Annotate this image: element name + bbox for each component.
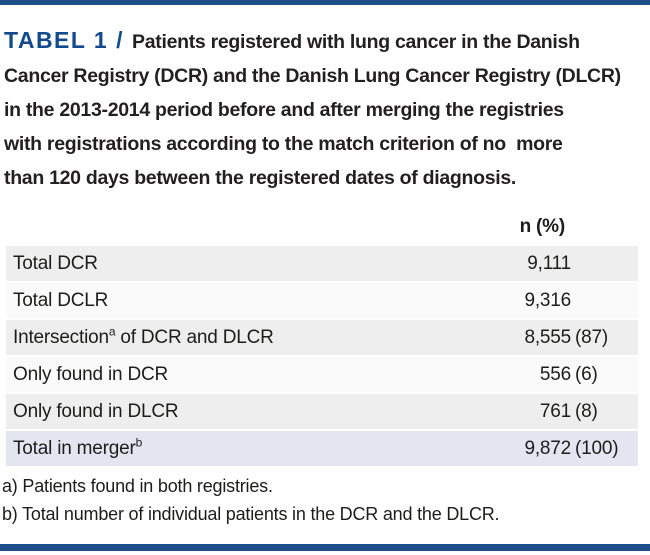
caption-line-1: TABEL 1 / Patients registered with lung … — [4, 23, 650, 59]
row-label-rest: of DCR and DLCR — [115, 326, 274, 348]
row-label-superscript: b — [135, 435, 143, 450]
caption-line-3: in the 2013-2014 period before and after… — [4, 99, 564, 121]
row-value-n: 9,316 — [524, 289, 571, 311]
row-label-text: Intersection — [13, 326, 109, 348]
row-value-pct: (8) — [575, 400, 598, 422]
table-number-label: TABEL 1 / — [4, 27, 124, 53]
row-label: Total DCR — [13, 253, 481, 275]
row-label-text: Total DCR — [13, 252, 98, 274]
row-label-text: Only found in DLCR — [13, 400, 179, 422]
table-row-total-dclr: Total DCLR 9,316 — [6, 283, 638, 318]
row-label-superscript: a — [108, 324, 116, 339]
row-label: Intersectiona of DCR and DLCR — [13, 324, 481, 349]
footnote-b: b) Total number of individual patients i… — [2, 504, 500, 524]
table-header-row: n (%) — [6, 210, 638, 244]
row-value-n: 9,872 — [524, 437, 571, 459]
table-caption: TABEL 1 / Patients registered with lung … — [4, 23, 650, 195]
bottom-rule — [0, 544, 650, 551]
footnote-a: a) Patients found in both registries. — [2, 476, 273, 496]
row-value-n: 9,111 — [527, 252, 571, 274]
top-rule — [0, 0, 650, 5]
row-value-pct: (100) — [575, 437, 619, 459]
row-label: Only found in DCR — [13, 364, 481, 386]
row-value-pct: (87) — [575, 326, 608, 348]
footnotes: a) Patients found in both registries. b)… — [2, 472, 650, 528]
column-header-n-pct: n (%) — [519, 216, 566, 237]
caption-text: Patients registered with lung cancer in … — [132, 31, 580, 53]
table-row-only-dcr: Only found in DCR 556 (6) — [6, 357, 638, 392]
caption-line-2: Cancer Registry (DCR) and the Danish Lun… — [4, 65, 621, 87]
data-table: n (%) Total DCR 9,111 Total DCLR 9,316 I… — [6, 210, 638, 468]
row-value-n: 8,555 — [524, 326, 571, 348]
table-row-total-merger: Total in mergerb 9,872 (100) — [6, 431, 638, 466]
row-label: Total in mergerb — [13, 435, 481, 460]
row-value-pct: (6) — [575, 363, 598, 385]
caption-line-5: than 120 days between the registered dat… — [4, 167, 517, 189]
row-label-text: Total in merger — [13, 437, 136, 459]
caption-line-4: with registrations according to the matc… — [4, 133, 563, 155]
table-row-intersection: Intersectiona of DCR and DLCR 8,555 (87) — [6, 320, 638, 355]
row-label-text: Total DCLR — [13, 289, 109, 311]
row-value-n: 556 — [539, 363, 571, 385]
row-value-n: 761 — [539, 400, 571, 422]
row-label-text: Only found in DCR — [13, 363, 169, 385]
row-label: Only found in DLCR — [13, 401, 481, 423]
table-row-total-dcr: Total DCR 9,111 — [6, 246, 638, 281]
table-row-only-dlcr: Only found in DLCR 761 (8) — [6, 394, 638, 429]
row-label: Total DCLR — [13, 290, 481, 312]
